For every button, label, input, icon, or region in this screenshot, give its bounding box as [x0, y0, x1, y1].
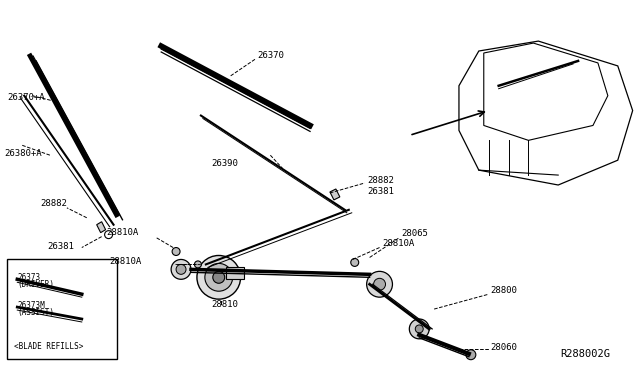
Polygon shape [330, 189, 340, 200]
Circle shape [466, 350, 476, 360]
Text: 28810A: 28810A [107, 228, 139, 237]
Circle shape [410, 319, 429, 339]
Text: 28060: 28060 [491, 343, 518, 352]
Text: 28065: 28065 [401, 229, 428, 238]
Text: (DRIVER): (DRIVER) [17, 280, 54, 289]
Text: 26381: 26381 [47, 242, 74, 251]
Bar [226, 267, 244, 279]
Circle shape [367, 271, 392, 297]
Text: 28810: 28810 [211, 299, 237, 309]
Text: 26373M: 26373M [17, 301, 45, 310]
Circle shape [197, 256, 241, 299]
Text: 26380+A: 26380+A [4, 149, 42, 158]
Text: 26370: 26370 [257, 51, 284, 61]
Text: R288002G: R288002G [560, 349, 610, 359]
Text: 26381: 26381 [367, 187, 394, 196]
Circle shape [351, 259, 358, 266]
Circle shape [213, 271, 225, 283]
Circle shape [104, 231, 113, 238]
Circle shape [195, 261, 202, 268]
Text: 28800: 28800 [491, 286, 518, 295]
Text: 28810A: 28810A [109, 257, 142, 266]
Circle shape [176, 264, 186, 274]
Text: 26370+A: 26370+A [7, 93, 45, 102]
Bar [7, 259, 116, 359]
Text: <BLADE REFILLS>: <BLADE REFILLS> [14, 342, 84, 351]
Text: 28882: 28882 [367, 176, 394, 185]
Text: 26390: 26390 [211, 159, 237, 168]
Circle shape [205, 263, 233, 291]
Polygon shape [97, 222, 106, 232]
Circle shape [374, 278, 385, 290]
Text: 28810A: 28810A [383, 239, 415, 248]
Text: 28882: 28882 [40, 199, 67, 208]
Circle shape [172, 247, 180, 256]
Text: 26373: 26373 [17, 273, 40, 282]
Circle shape [171, 259, 191, 279]
Circle shape [415, 325, 423, 333]
Text: (ASSIST): (ASSIST) [17, 308, 54, 317]
